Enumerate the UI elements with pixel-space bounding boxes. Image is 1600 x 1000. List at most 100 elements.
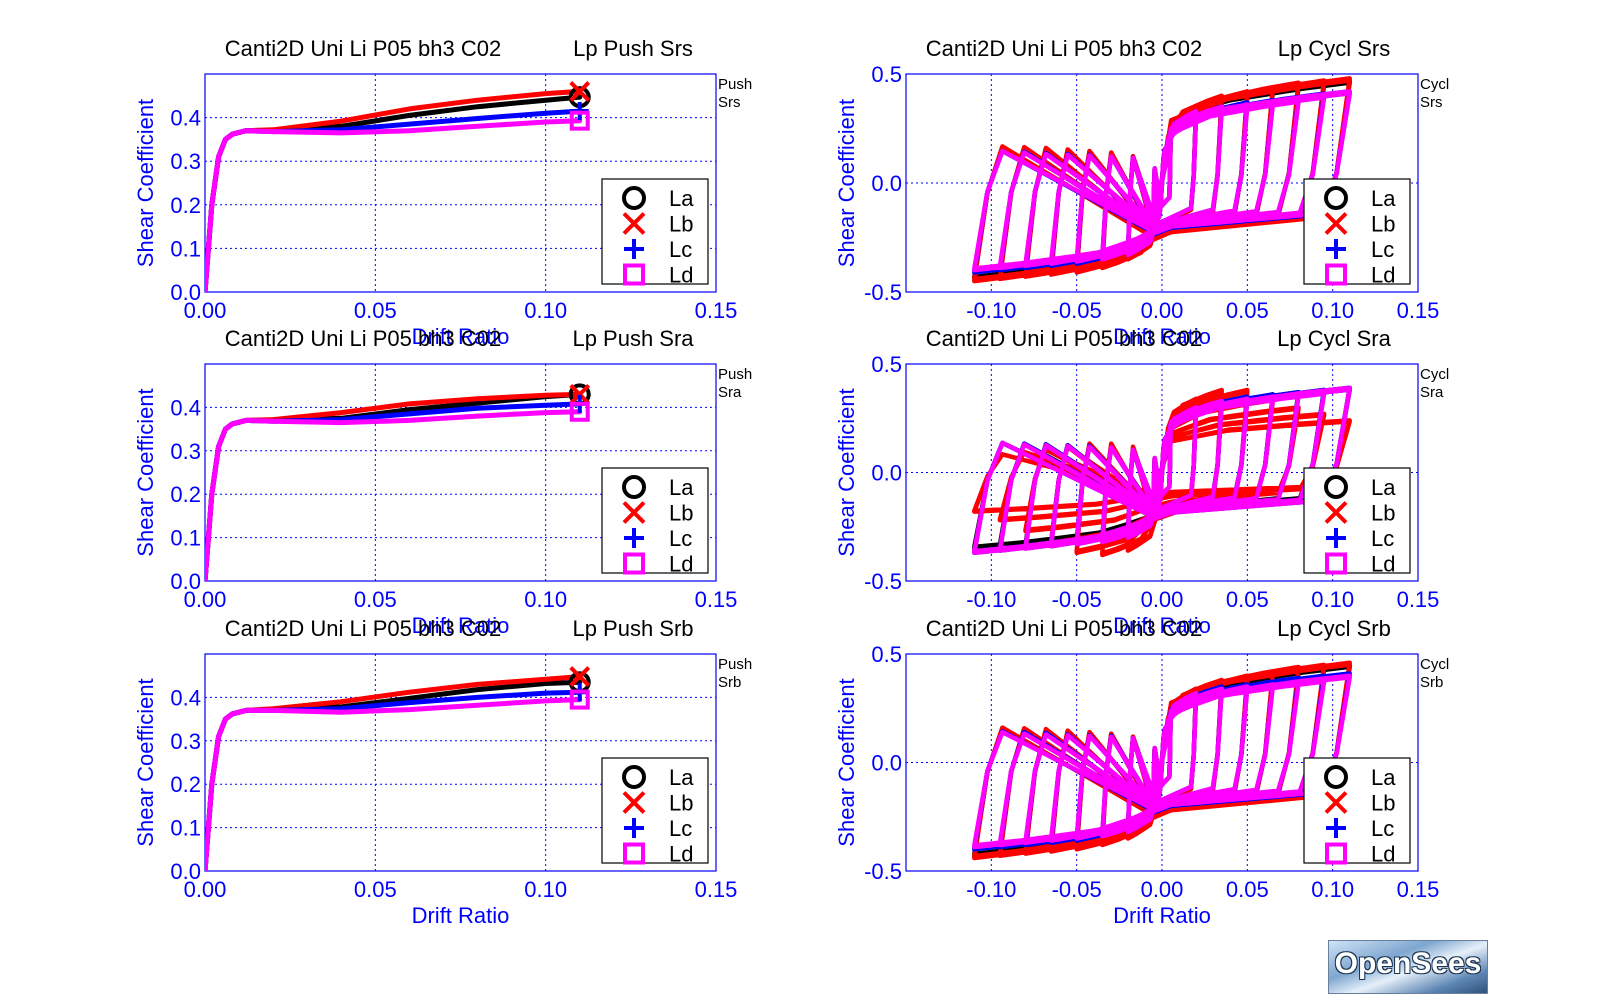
x-tick-label: 0.00 [184,587,227,612]
legend-marker-Lc [624,818,644,838]
legend-label-La: La [669,765,694,790]
legend-label-Lc: Lc [669,816,692,841]
y-tick-label: 0.2 [170,193,201,218]
plot-frame [204,73,717,293]
x-tick-label: 0.00 [1141,587,1184,612]
x-tick-label: 0.15 [1397,298,1440,323]
y-tick-label: 0.3 [170,729,201,754]
y-tick-label: -0.5 [864,859,902,884]
series-end-marker-Ld [569,689,590,710]
y-tick-label: 0.4 [170,395,201,420]
legend-marker-Ld [1325,263,1347,286]
x-axis-label: Drift Ratio [412,324,510,349]
x-tick-label: 0.10 [1311,877,1354,902]
legend-box [1303,178,1411,285]
legend-marker-Lc [624,239,644,259]
series-line-Lc [205,401,583,581]
series-line-Ld [972,673,1352,850]
legend-marker-Lb [1324,501,1348,524]
chart-title: Canti2D Uni Li P05 bh3 C02 [926,326,1202,351]
x-axis-label: Drift Ratio [1113,613,1211,638]
legend-marker-Lb [1324,791,1348,814]
x-tick-label: 0.10 [524,587,567,612]
side-note: Cycl [1420,76,1449,93]
x-tick-label: -0.10 [966,877,1016,902]
series-end-marker-Ld [569,401,590,422]
y-tick-label: 0.0 [170,280,201,305]
legend-marker-Lb [1324,212,1348,235]
y-axis-label: Shear Coefficient [133,678,158,846]
legend-label-Lb: Lb [669,501,693,526]
y-axis-label: Shear Coefficient [834,678,859,846]
x-tick-label: 0.05 [354,877,397,902]
chart-title: Canti2D Uni Li P05 bh3 C02 [926,616,1202,641]
chart-panel-5: 0.00 0.05 0.10 0.15 0.0 0.1 0.2 0.3 0.4 Drift Rat… [133,616,752,928]
legend-label-Lc: Lc [1371,526,1394,551]
series-line-Lb [972,387,1352,558]
legend-marker-Lc [1326,239,1346,259]
legend-marker-La [1324,186,1348,210]
plot-frame [905,363,1419,582]
y-tick-label: 0.0 [170,859,201,884]
series-line-Lc [205,689,583,871]
series-line-Ld [972,89,1352,273]
y-tick-label: 0.3 [170,439,201,464]
legend-label-La: La [669,186,694,211]
y-tick-label: 0.0 [871,171,902,196]
x-tick-label: 0.10 [1311,587,1354,612]
legend-marker-Lc [624,528,644,548]
x-tick-label: -0.10 [966,587,1016,612]
side-note: Cycl [1420,656,1449,673]
side-note: Sra [718,384,742,401]
x-tick-label: -0.05 [1052,587,1102,612]
y-tick-label: 0.1 [170,816,201,841]
y-tick-label: 0.2 [170,482,201,507]
x-tick-label: 0.00 [1141,877,1184,902]
legend-marker-Ld [623,263,645,286]
y-tick-label: -0.5 [864,280,902,305]
y-axis-label: Shear Coefficient [133,388,158,556]
y-tick-label: 0.2 [170,772,201,797]
legend-marker-La [1324,765,1348,789]
chart-subtitle: Lp Push Sra [572,326,694,351]
side-note: Push [718,366,752,383]
y-tick-label: 0.4 [170,106,201,131]
x-axis-label: Drift Ratio [412,903,510,928]
series-line-Ld [205,409,583,581]
series-end-marker-Lb [569,666,591,687]
chart-panel-3: 0.00 0.05 0.10 0.15 0.0 0.1 0.2 0.3 0.4 Drift Rat… [133,326,752,638]
chart-panel-2: -0.10 -0.05 0.00 0.05 0.10 0.15 -0.5 0.0 0.5 Drif… [834,36,1449,349]
legend-label-Lc: Lc [669,526,692,551]
series-line-Ld [205,118,583,292]
y-tick-label: 0.0 [871,751,902,776]
x-axis-label: Drift Ratio [1113,324,1211,349]
x-tick-label: 0.10 [524,877,567,902]
x-axis-label: Drift Ratio [412,613,510,638]
series-layer-1 [205,88,583,292]
legend-marker-Lc [1326,818,1346,838]
x-tick-label: 0.15 [695,877,738,902]
y-tick-label: 0.0 [871,461,902,486]
chart-title: Canti2D Uni Li P05 bh3 C02 [225,36,501,61]
x-tick-label: 0.05 [354,587,397,612]
y-tick-label: 0.4 [170,685,201,710]
x-tick-label: 0.15 [695,587,738,612]
y-axis-label: Shear Coefficient [133,99,158,267]
series-end-marker-Ld [569,110,590,131]
x-tick-label: 0.10 [1311,298,1354,323]
y-tick-label: 0.1 [170,236,201,261]
x-tick-label: 0.05 [1226,877,1269,902]
y-tick-label: 0.1 [170,526,201,551]
legend-marker-La [622,475,646,499]
legend-box [1303,467,1411,574]
legend-box [601,757,709,864]
opensees-logo: OpenSees [1328,940,1488,994]
y-tick-label: 0.5 [871,642,902,667]
side-note: Srs [1420,94,1443,111]
legend-label-Lb: Lb [1371,791,1395,816]
